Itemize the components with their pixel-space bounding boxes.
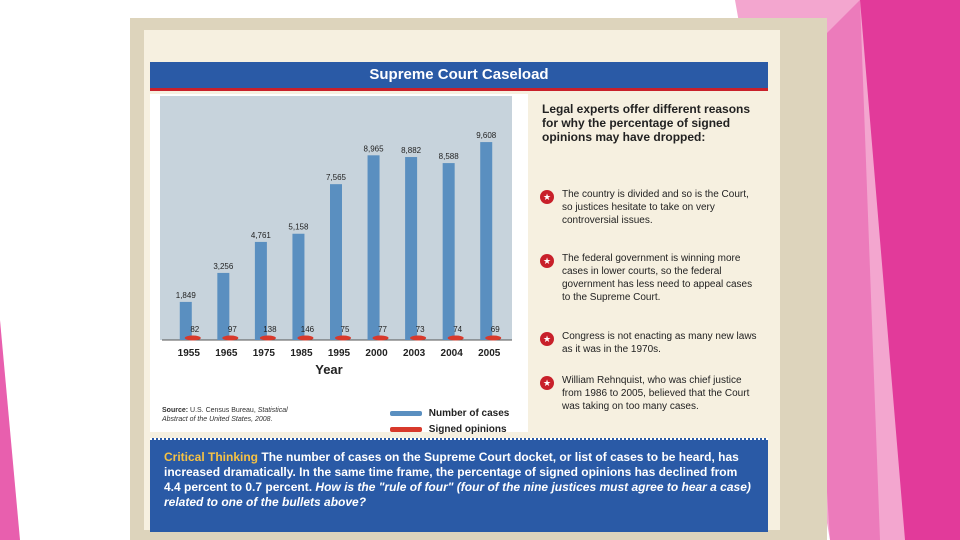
- x-tick-label: 2003: [403, 348, 426, 359]
- x-tick-label: 1965: [215, 348, 238, 359]
- x-tick-label: 2000: [365, 348, 388, 359]
- bar-label-opinions: 97: [228, 325, 237, 334]
- reason-text: The federal government is winning more c…: [562, 253, 753, 303]
- legend-label-cases: Number of cases: [428, 408, 510, 419]
- critical-thinking-box: Critical Thinking The number of cases on…: [150, 438, 768, 532]
- bar-label-opinions: 69: [491, 325, 500, 334]
- textbook-page: Supreme Court Caseload 1,849 82 1955 3,256 9…: [144, 30, 780, 532]
- bar-cases: [442, 163, 455, 340]
- bar-label-opinions: 77: [378, 325, 387, 334]
- bar-label-cases: 4,761: [251, 231, 272, 240]
- source-text: U.S. Census Bureau,: [190, 407, 256, 414]
- explanations-intro: Legal experts offer different reasons fo…: [542, 102, 751, 144]
- bar-opinions: [485, 335, 502, 341]
- star-icon: ★: [540, 190, 554, 204]
- source-label: Source:: [162, 407, 189, 414]
- star-icon: ★: [540, 376, 554, 390]
- x-tick-label: 1955: [178, 348, 201, 359]
- x-tick-label: 1985: [290, 348, 313, 359]
- bar-label-opinions: 138: [263, 325, 277, 334]
- bar-cases: [217, 272, 230, 340]
- source-note: Source: U.S. Census Bureau, Statistical …: [162, 406, 312, 424]
- bar-label-opinions: 82: [190, 325, 199, 334]
- bar-label-cases: 8,882: [401, 146, 422, 155]
- bar-label-cases: 7,565: [326, 173, 347, 182]
- bar-opinions: [184, 335, 201, 341]
- bar-opinions: [410, 335, 427, 341]
- legend-label-opinions: Signed opinions: [428, 424, 507, 435]
- explanations-panel: Legal experts offer different reasons fo…: [530, 94, 768, 432]
- critical-thinking-text: The number of cases on the Supreme Court…: [164, 450, 739, 494]
- textbook-photo: Supreme Court Caseload 1,849 82 1955 3,256 9…: [130, 18, 827, 540]
- star-icon: ★: [540, 332, 554, 346]
- chart-title: Supreme Court Caseload: [369, 66, 549, 83]
- bar-label-opinions: 73: [416, 325, 425, 334]
- critical-thinking-heading: Critical Thinking: [164, 450, 259, 464]
- chart-panel: 1,849 82 1955 3,256 97 1965 4,761 138 1975 5,158 1…: [150, 94, 528, 435]
- bar-label-opinions: 74: [453, 325, 462, 334]
- critical-thinking-question: How is the "rule of four" (four of the n…: [164, 480, 751, 509]
- x-tick-label: 2005: [478, 348, 501, 359]
- x-tick-label: 1995: [328, 348, 351, 359]
- legend-swatch-cases: [390, 410, 422, 416]
- bar-label-cases: 8,965: [364, 144, 385, 153]
- bar-label-cases: 9,608: [476, 131, 497, 140]
- reason-text: Congress is not enacting as many new law…: [562, 331, 757, 355]
- bar-opinions: [335, 335, 351, 341]
- star-icon: ★: [540, 254, 554, 268]
- x-tick-label: 1975: [253, 348, 276, 359]
- bar-label-cases: 8,588: [439, 152, 460, 161]
- bar-cases: [330, 184, 342, 340]
- bar-chart: 1,849 82 1955 3,256 97 1965 4,761 138 1975 5,158 1…: [162, 131, 512, 377]
- reason-text: William Rehnquist, who was chief justice…: [562, 375, 750, 412]
- chart-banner: Supreme Court Caseload: [150, 62, 768, 91]
- x-tick-label: 2004: [441, 348, 464, 359]
- bar-cases: [179, 301, 192, 340]
- legend-cases: Number of cases: [390, 408, 509, 419]
- x-axis-label: Year: [315, 362, 342, 377]
- bar-label-cases: 5,158: [288, 223, 309, 232]
- reason-text: The country is divided and so is the Cou…: [562, 189, 749, 226]
- bar-label-opinions: 75: [341, 325, 350, 334]
- legend-opinions: Signed opinions: [390, 424, 507, 435]
- bar-opinions: [372, 335, 389, 341]
- bar-opinions: [447, 335, 464, 341]
- bar-label-cases: 1,849: [176, 291, 197, 300]
- bar-cases: [405, 157, 418, 340]
- bar-label-opinions: 146: [301, 325, 315, 334]
- source-italic: Statistical Abstract of the United State…: [162, 407, 288, 423]
- bar-cases: [367, 155, 380, 340]
- bar-cases: [254, 241, 267, 340]
- bar-cases: [480, 142, 493, 340]
- bar-opinions: [259, 335, 276, 341]
- bar-label-cases: 3,256: [213, 262, 234, 271]
- bar-opinions: [222, 335, 239, 341]
- bar-opinions: [297, 335, 314, 341]
- bar-cases: [292, 233, 305, 340]
- legend-swatch-opinions: [390, 426, 422, 432]
